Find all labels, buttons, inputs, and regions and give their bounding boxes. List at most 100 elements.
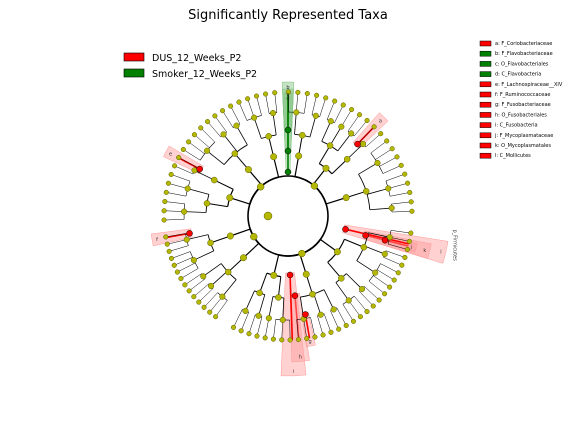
taxon-node <box>163 189 169 195</box>
key-entry: c: O_Flavobacteriales <box>495 61 549 67</box>
clade-label-j: j <box>410 245 412 251</box>
branch <box>247 169 263 186</box>
branch <box>259 273 268 294</box>
branch <box>379 156 398 167</box>
biomarker-node-d <box>284 168 292 176</box>
branch <box>368 232 390 238</box>
taxon-node <box>332 98 338 104</box>
taxon-node <box>162 198 168 205</box>
taxon-node <box>257 183 265 191</box>
branch <box>382 165 402 174</box>
branch <box>348 300 361 317</box>
branch <box>342 304 354 322</box>
branch <box>233 309 243 328</box>
taxon-node <box>191 132 197 138</box>
taxon-node <box>356 112 363 118</box>
branch <box>193 250 214 261</box>
taxon-node <box>378 131 384 137</box>
clade-label-c: c <box>287 92 290 98</box>
branch <box>184 211 207 213</box>
branch <box>256 316 263 337</box>
clade-label-e: e <box>169 152 172 158</box>
taxon-node <box>310 182 319 190</box>
clade-label-layer: dcb a e f g h i j k l p_Firmicutes <box>156 85 457 375</box>
taxon-node <box>203 200 211 207</box>
branch <box>319 97 326 118</box>
biomarker-node-h <box>291 292 299 299</box>
branch <box>178 157 197 168</box>
taxon-node <box>295 89 301 95</box>
taxon-node <box>172 163 178 169</box>
taxon-node <box>374 159 381 167</box>
branch <box>210 235 231 244</box>
branch <box>166 192 186 197</box>
taxon-node <box>220 108 226 114</box>
taxon-node <box>183 236 190 243</box>
taxon-node <box>205 119 211 125</box>
clade-label-i: i <box>293 369 294 375</box>
branch <box>329 126 342 146</box>
branch <box>193 283 210 297</box>
taxon-node <box>171 262 177 268</box>
taxon-node <box>348 130 355 137</box>
key-swatch <box>479 122 492 128</box>
taxon-node <box>327 118 334 125</box>
branch <box>388 182 408 189</box>
key-swatch <box>479 152 492 159</box>
branch <box>277 276 282 298</box>
phylum-side-label: p_Firmicutes <box>451 229 457 261</box>
biomarker-node-j <box>381 236 389 244</box>
taxon-node <box>251 114 258 121</box>
taxon-node <box>326 142 334 149</box>
key-entry: h: O_Fusobacteriales <box>495 112 547 118</box>
branch <box>376 269 395 281</box>
branch <box>326 101 335 120</box>
taxon-node <box>394 154 400 160</box>
branch <box>174 257 193 266</box>
taxon-node <box>182 282 188 288</box>
taxon-node <box>240 254 247 262</box>
branch <box>215 300 228 317</box>
taxon-node <box>384 138 390 144</box>
taxon-node <box>360 244 368 251</box>
branch <box>327 262 342 279</box>
clade-label-g: g <box>308 339 311 345</box>
branch <box>171 174 191 182</box>
legend-label-smoker: Smoker_12_Weeks_P2 <box>152 69 257 80</box>
taxon-node <box>405 180 411 186</box>
clade-highlight-layer <box>150 81 449 377</box>
branch <box>294 155 300 177</box>
taxon-node <box>272 90 278 96</box>
taxon-node <box>343 322 349 329</box>
taxon-node <box>263 211 273 221</box>
taxon-node <box>166 248 172 254</box>
branch <box>165 233 186 238</box>
taxon-node <box>176 154 182 161</box>
chart-title: Significantly Represented Taxa <box>188 8 388 23</box>
key-entry: i: C_Fusobacteria <box>495 123 538 129</box>
branch <box>331 158 348 175</box>
taxon-node <box>174 269 180 275</box>
key-swatch <box>479 101 492 108</box>
branch <box>383 257 402 266</box>
branch <box>222 110 234 128</box>
key-swatch <box>479 50 492 57</box>
taxon-node <box>357 314 363 320</box>
key-entry: d: C_Flavobacteria <box>495 72 541 78</box>
branch <box>168 183 188 189</box>
taxon-node <box>304 90 310 97</box>
branch <box>203 263 222 277</box>
clade-label-a: a <box>379 118 382 124</box>
branch <box>303 93 308 114</box>
branch <box>354 295 368 312</box>
taxon-node <box>395 270 401 276</box>
taxon-node <box>184 185 191 192</box>
branch <box>256 96 262 116</box>
root-ring <box>247 175 329 257</box>
branch <box>317 315 324 336</box>
branch <box>359 291 374 307</box>
branch <box>354 120 368 137</box>
branch <box>366 188 389 195</box>
branch <box>227 257 244 273</box>
